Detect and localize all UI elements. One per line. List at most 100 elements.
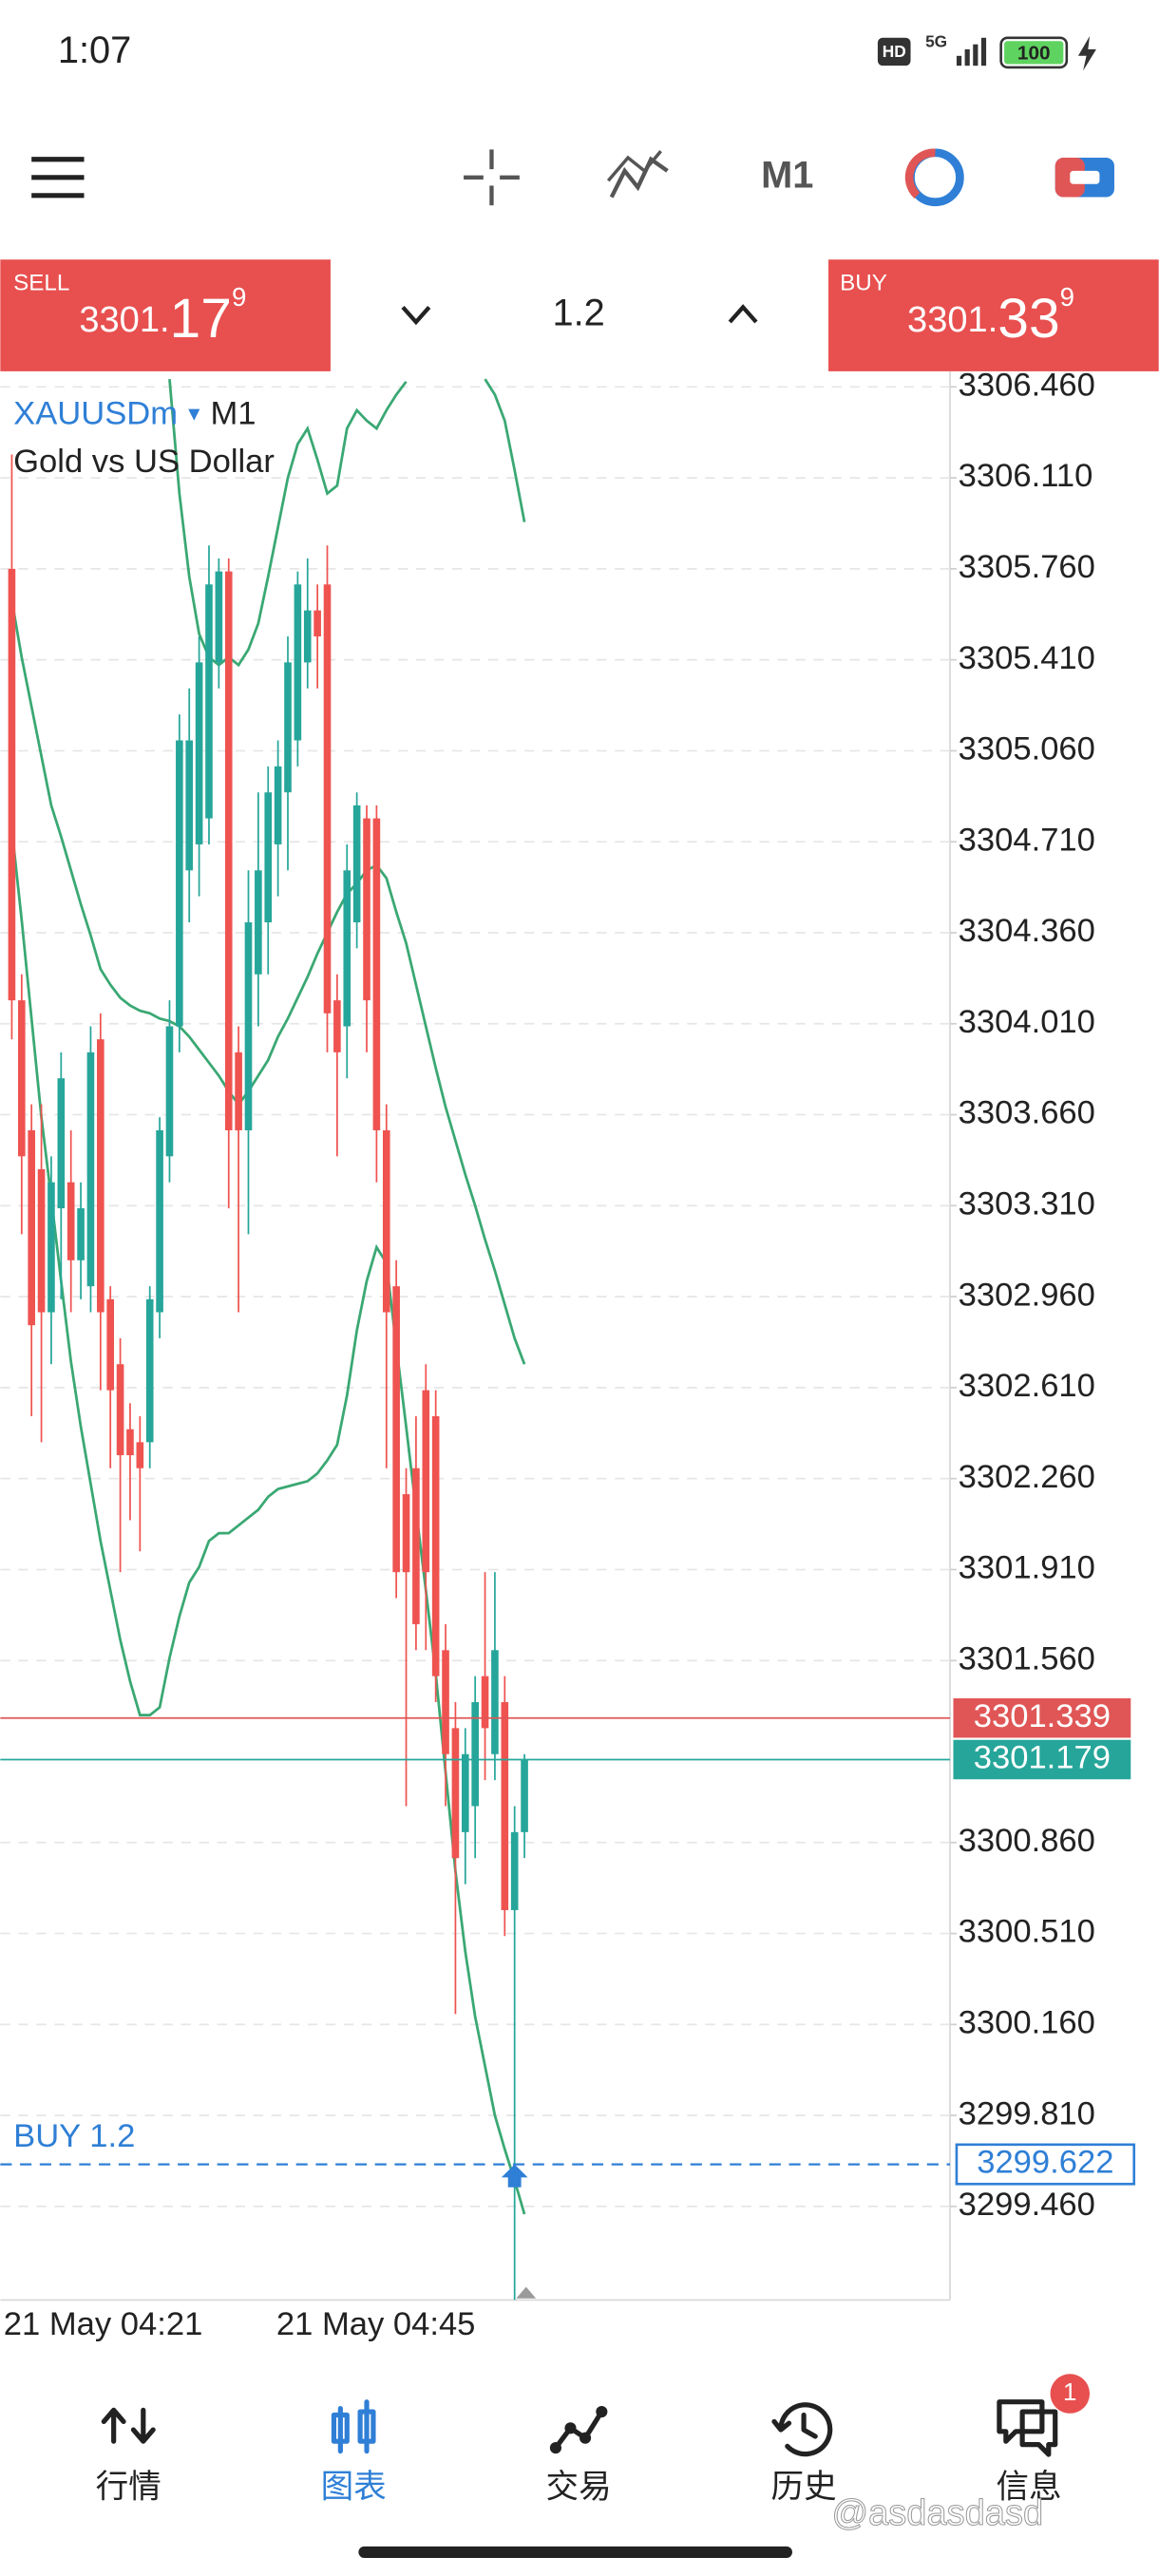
candle-body [17, 1000, 26, 1157]
nav-icon-dot [549, 2442, 561, 2454]
band-line [10, 828, 526, 2215]
candle-body [431, 1415, 440, 1676]
nav-icon-dot [596, 2405, 608, 2418]
network-label: 5G [925, 32, 947, 51]
y-tick-label: 3303.310 [959, 1185, 1095, 1222]
sell-price: 3301.179 [79, 282, 246, 349]
current-bar-marker [516, 2286, 537, 2299]
candle-body [176, 740, 183, 1027]
sell-price-main: 3301. [79, 300, 169, 340]
order-price-label: 3299.622 [977, 2145, 1113, 2181]
battery-label: 100 [1017, 43, 1051, 65]
candle-body [343, 870, 352, 1027]
candle-body [422, 1390, 430, 1573]
price-label-box [953, 1697, 1131, 1738]
candle-body [165, 1026, 174, 1157]
y-tick-label: 3304.360 [959, 913, 1095, 949]
nav-icon[interactable] [771, 2402, 833, 2457]
candle-body [363, 818, 370, 1001]
volume-up-button[interactable] [728, 304, 758, 324]
nav-label[interactable]: 历史 [771, 2469, 837, 2505]
nav-icon[interactable] [553, 2409, 604, 2451]
price-label: 3301.179 [974, 1740, 1111, 1776]
volume-value[interactable]: 1.2 [552, 293, 604, 334]
order-label[interactable]: BUY 1.2 [13, 2118, 135, 2154]
nav-icon-dot [580, 2432, 592, 2444]
y-tick-label: 3302.960 [959, 1277, 1095, 1313]
nav-icon[interactable] [997, 2399, 1058, 2457]
candle-body [215, 571, 223, 663]
y-tick-label: 3306.110 [959, 458, 1093, 494]
sell-price-point: 9 [232, 282, 246, 312]
home-indicator [358, 2546, 792, 2558]
candle-body [57, 1078, 66, 1209]
hd-icon [877, 37, 911, 66]
volume-down-button[interactable] [401, 305, 431, 326]
symbol-description: Gold vs US Dollar [13, 444, 275, 480]
candle-body [461, 1753, 469, 1832]
candle-body [37, 1169, 46, 1313]
candle-body [126, 1429, 134, 1456]
candle-body [392, 1286, 400, 1573]
x-tick-label: 21 May 04:45 [276, 2306, 476, 2342]
trade-button-mark [1070, 170, 1100, 184]
symbol-name[interactable]: XAUUSDm [13, 396, 178, 432]
candle-body [372, 818, 381, 1130]
candle-body [442, 1650, 449, 1754]
candle-body [382, 1129, 390, 1313]
candle-body [303, 610, 312, 663]
nav-icon[interactable] [101, 2407, 156, 2444]
nav-icon[interactable] [331, 2399, 376, 2454]
y-tick-label: 3304.710 [959, 822, 1095, 858]
buy-price-point: 9 [1060, 282, 1074, 312]
nav-label[interactable]: 行情 [96, 2469, 162, 2505]
candle-body [501, 1702, 509, 1910]
candle-body [471, 1702, 479, 1807]
candle-body [510, 1831, 519, 1910]
bottom-nav [0, 2352, 1159, 2576]
candle-body [412, 1468, 420, 1624]
candle-body [48, 1182, 55, 1313]
y-tick-label: 3304.010 [959, 1004, 1095, 1040]
menu-button[interactable] [31, 157, 85, 199]
crosshair-button[interactable] [464, 149, 520, 206]
buy-button[interactable] [828, 259, 1159, 371]
candle-body [352, 805, 361, 923]
y-tick-label: 3305.060 [959, 731, 1095, 767]
y-tick-label: 3306.460 [959, 367, 1095, 403]
candle-body [86, 1051, 95, 1287]
candle-body [145, 1298, 154, 1443]
y-tick-label: 3303.660 [959, 1095, 1095, 1131]
overlay-layer: 3301.339 3301.179 BUY 1.2 3299.622 [0, 1697, 1136, 2299]
indicators-button[interactable] [609, 156, 669, 199]
nav-badge-count: 1 [1063, 2379, 1076, 2406]
y-tick-label: 3305.410 [959, 640, 1095, 676]
y-tick-label: 3300.160 [959, 2004, 1095, 2040]
nav-label[interactable]: 交易 [546, 2469, 612, 2505]
y-tick-label: 3301.560 [959, 1640, 1095, 1676]
candle-body [521, 1759, 528, 1832]
order-arrow [501, 2164, 528, 2188]
clock-icon-part [904, 148, 936, 199]
charging-icon [1077, 36, 1096, 71]
nav-icon-dot [564, 2422, 577, 2434]
candle-body [333, 1000, 341, 1052]
nav-label[interactable]: 信息 [996, 2469, 1061, 2505]
candle-body [195, 662, 203, 844]
nav-items: 行情 图表 交易 历史 信息 1 [96, 2374, 1091, 2505]
candle-layer [8, 454, 528, 2301]
candle-body [284, 662, 292, 793]
y-tick-label: 3301.910 [959, 1550, 1095, 1586]
y-tick-label: 3302.260 [959, 1459, 1095, 1495]
candle-body [136, 1442, 144, 1468]
signal-icon [956, 37, 987, 66]
candle-body [314, 610, 321, 637]
timeframe-button[interactable]: M1 [761, 154, 813, 196]
candle-body [116, 1364, 124, 1456]
sell-button[interactable] [0, 259, 331, 371]
candle-body [185, 740, 194, 871]
chart-symbol: XAUUSDm ▼ M1 [13, 396, 256, 432]
nav-label[interactable]: 图表 [321, 2469, 387, 2505]
candle-body [244, 922, 253, 1130]
